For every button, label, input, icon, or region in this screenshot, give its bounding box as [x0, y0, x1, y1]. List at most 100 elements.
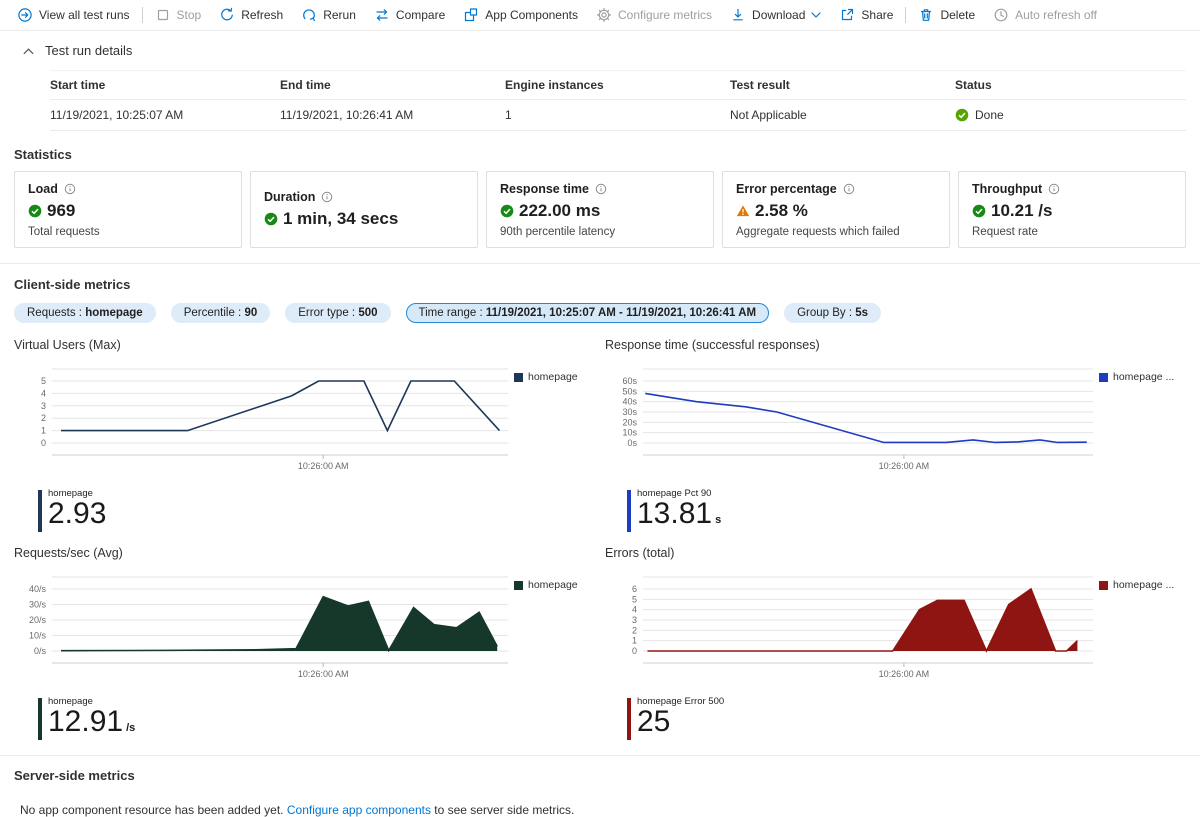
metric-bar — [38, 698, 42, 740]
download-button[interactable]: Download — [721, 0, 830, 30]
svg-text:1: 1 — [632, 636, 637, 646]
svg-text:20s: 20s — [622, 417, 637, 427]
col-engine-instances: Engine instances — [505, 78, 604, 92]
legend-swatch — [1099, 580, 1108, 590]
chart-title: Response time (successful responses) — [605, 338, 820, 352]
check-circle-icon — [955, 108, 969, 122]
chart-legend[interactable]: homepage ... — [1099, 371, 1174, 383]
metric-label: homepage — [48, 488, 93, 499]
chart-plot: 6 5 4 3 2 1 0 10:26:00 AM — [605, 569, 1093, 688]
test-run-details-header[interactable]: Test run details — [22, 43, 1200, 58]
check-circle-icon — [972, 204, 986, 217]
charts-grid: Virtual Users (Max) 5 4 3 2 1 0 10:26:00 AM ho… — [14, 338, 1200, 740]
chart-legend[interactable]: homepage — [514, 371, 578, 383]
col-start-time: Start time — [50, 78, 106, 92]
toolbar-divider — [141, 7, 143, 23]
metric-virtual-users: homepage 2.93 — [38, 488, 605, 532]
metric-bar — [627, 698, 631, 740]
chart-legend[interactable]: homepage ... — [1099, 579, 1174, 591]
svg-text:10:26:00 AM: 10:26:00 AM — [298, 669, 349, 679]
configure-app-components-link[interactable]: Configure app components — [286, 803, 431, 817]
share-button[interactable]: Share — [830, 0, 902, 30]
engine-instances-value: 1 — [505, 108, 512, 122]
chart-response-time: Response time (successful responses) 60s… — [605, 338, 1200, 532]
filter-chip-error-type[interactable]: Error type : 500 — [285, 303, 391, 323]
filter-chip-group-by[interactable]: Group By : 5s — [784, 303, 882, 323]
statistics-heading: Statistics — [14, 147, 72, 162]
status-badge: Done — [955, 108, 1186, 122]
filter-chip-requests[interactable]: Requests : homepage — [14, 303, 156, 323]
metric-unit: s — [715, 514, 722, 526]
gear-icon — [596, 7, 612, 23]
stat-card-error-percentage: Error percentage 2.58 % Aggregate reques… — [722, 171, 950, 248]
info-icon[interactable] — [64, 183, 76, 195]
check-circle-icon — [500, 204, 514, 217]
legend-label: homepage — [528, 371, 578, 383]
col-end-time: End time — [280, 78, 331, 92]
warning-triangle-icon — [736, 204, 750, 216]
svg-text:40s: 40s — [622, 397, 637, 407]
trash-icon — [921, 9, 932, 21]
refresh-icon — [221, 7, 234, 21]
app-components-button[interactable]: App Components — [454, 0, 587, 30]
metric-value: 25 — [637, 705, 671, 738]
delete-button[interactable]: Delete — [909, 0, 984, 30]
svg-text:10:26:00 AM: 10:26:00 AM — [298, 461, 349, 471]
stop-icon — [157, 9, 168, 21]
svg-text:5: 5 — [632, 594, 637, 604]
metric-requests-per-sec: homepage 12.91/s — [38, 696, 605, 740]
compare-button[interactable]: Compare — [365, 0, 454, 30]
info-icon[interactable] — [843, 183, 855, 195]
chart-title: Virtual Users (Max) — [14, 338, 121, 352]
info-icon[interactable] — [1048, 183, 1060, 195]
metric-value: 13.81 — [637, 497, 713, 530]
chart-legend[interactable]: homepage — [514, 579, 578, 591]
statistics-cards: Load 969 Total requests Duration 1 min, … — [14, 171, 1186, 248]
client-side-metrics-heading: Client-side metrics — [14, 277, 131, 292]
chart-plot: 40/s 30/s 20/s 10/s 0/s 10:26:00 AM — [14, 569, 508, 688]
refresh-button[interactable]: Refresh — [210, 0, 292, 30]
download-icon — [733, 8, 743, 21]
col-test-result: Test result — [730, 78, 790, 92]
view-all-test-runs-button[interactable]: View all test runs — [8, 0, 139, 30]
svg-text:2: 2 — [41, 413, 46, 423]
legend-label: homepage ... — [1113, 371, 1175, 383]
svg-text:0/s: 0/s — [34, 646, 47, 656]
end-time-value: 11/19/2021, 10:26:41 AM — [280, 108, 414, 122]
svg-text:50s: 50s — [622, 386, 637, 396]
metric-label: homepage — [48, 696, 93, 707]
svg-text:0: 0 — [41, 438, 46, 448]
filter-chips: Requests : homepage Percentile : 90 Erro… — [14, 303, 1186, 323]
check-circle-icon — [264, 212, 278, 226]
metric-label: homepage Pct 90 — [637, 488, 712, 499]
svg-text:4: 4 — [632, 605, 637, 615]
check-circle-icon — [28, 204, 42, 217]
legend-swatch — [514, 580, 523, 590]
info-icon[interactable] — [321, 191, 333, 203]
stop-button: Stop — [146, 0, 211, 30]
metric-label: homepage Error 500 — [637, 696, 725, 707]
info-icon[interactable] — [595, 183, 607, 195]
test-result-value: Not Applicable — [730, 108, 807, 122]
metric-response-time: homepage Pct 90 13.81 s — [627, 488, 1200, 532]
chart-plot: 60s 50s 40s 30s 20s 10s 0s 10:26:00 AM — [605, 361, 1093, 480]
stat-card-load: Load 969 Total requests — [14, 171, 242, 248]
svg-text:3: 3 — [41, 401, 46, 411]
svg-text:30s: 30s — [622, 407, 637, 417]
legend-swatch — [514, 372, 523, 382]
clock-icon — [994, 8, 1008, 22]
rerun-button[interactable]: Rerun — [292, 0, 365, 30]
server-side-message: No app component resource has been added… — [20, 803, 575, 817]
svg-text:6: 6 — [632, 584, 637, 594]
chart-title: Requests/sec (Avg) — [14, 546, 123, 560]
svg-text:5: 5 — [41, 376, 46, 386]
filter-chip-percentile[interactable]: Percentile : 90 — [170, 303, 271, 323]
filter-chip-time-range[interactable]: Time range : 11/19/2021, 10:25:07 AM - 1… — [405, 303, 770, 323]
share-icon — [842, 8, 854, 21]
svg-text:10:26:00 AM: 10:26:00 AM — [879, 461, 930, 471]
legend-label: homepage — [528, 579, 578, 591]
auto-refresh-button: Auto refresh off — [984, 0, 1106, 30]
section-divider — [0, 755, 1200, 756]
app-components-icon — [465, 8, 478, 22]
section-divider — [0, 263, 1200, 264]
